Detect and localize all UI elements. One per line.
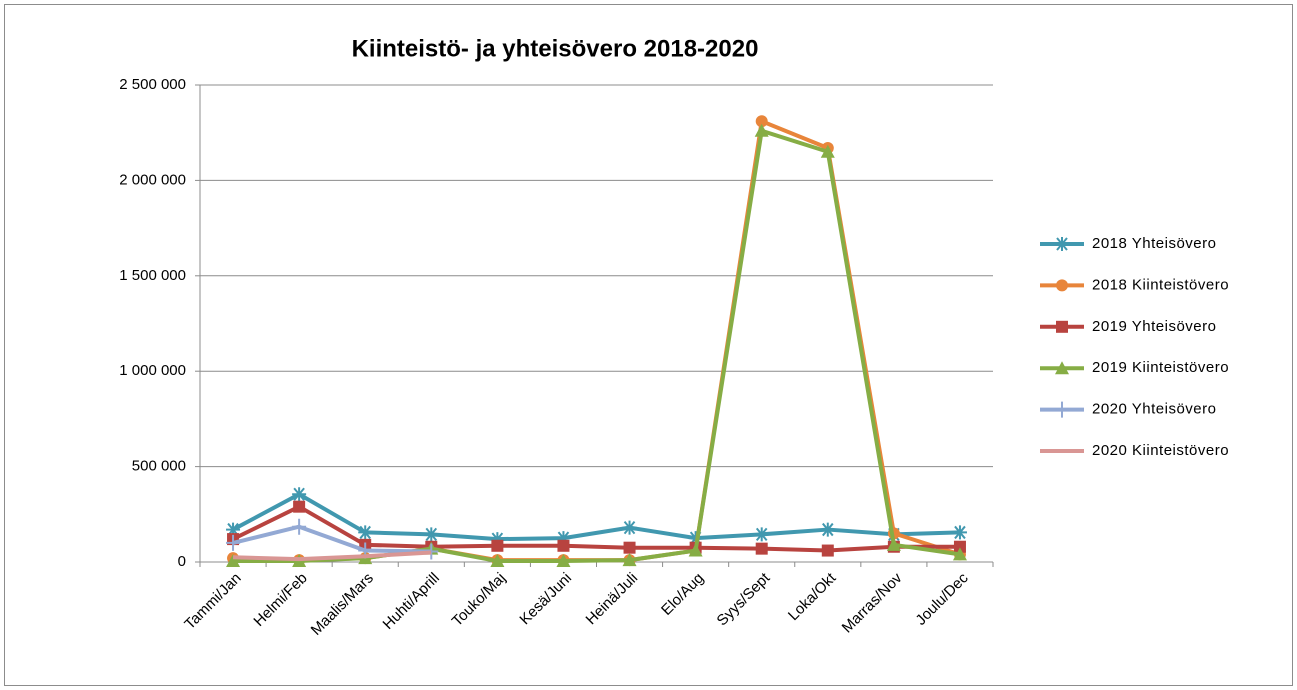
marker — [490, 554, 505, 568]
y-tick-label: 1 000 000 — [119, 362, 186, 379]
marker — [358, 525, 373, 540]
marker — [1055, 361, 1069, 375]
marker — [820, 144, 835, 158]
marker — [557, 539, 570, 552]
marker — [953, 540, 966, 553]
marker — [754, 527, 769, 542]
marker — [952, 547, 967, 561]
y-tick-label: 0 — [178, 553, 186, 570]
y-tick-label: 2 000 000 — [119, 171, 186, 188]
marker — [556, 554, 571, 568]
marker — [424, 527, 439, 542]
series-line — [232, 524, 432, 554]
marker — [1055, 401, 1069, 418]
marker — [821, 544, 834, 557]
marker — [622, 553, 637, 567]
marker — [292, 518, 307, 535]
marker — [886, 537, 901, 551]
marker — [952, 525, 967, 540]
legend-label: 2020 Kiinteistövero — [1092, 442, 1229, 459]
marker — [292, 487, 307, 502]
marker — [226, 522, 241, 537]
marker — [226, 534, 241, 551]
series-line — [232, 492, 961, 542]
marker — [491, 539, 504, 552]
marker — [1055, 237, 1069, 251]
y-tick-label: 2 500 000 — [119, 76, 186, 93]
marker — [1056, 279, 1068, 292]
marker — [755, 542, 768, 555]
marker — [1056, 320, 1068, 333]
marker — [293, 500, 306, 513]
marker — [490, 532, 505, 547]
marker — [755, 115, 768, 128]
chart-border — [4, 4, 1293, 686]
y-tick-label: 1 500 000 — [119, 267, 186, 284]
marker — [688, 543, 703, 557]
legend-label: 2020 Yhteisövero — [1092, 401, 1216, 418]
legend-label: 2019 Yhteisövero — [1092, 318, 1216, 335]
marker — [622, 520, 637, 535]
chart-title: Kiinteistö- ja yhteisövero 2018-2020 — [352, 35, 759, 62]
marker — [754, 123, 769, 137]
legend-label: 2018 Kiinteistövero — [1092, 276, 1229, 293]
marker — [226, 554, 241, 568]
series-line — [232, 550, 432, 562]
legend-label: 2018 Yhteisövero — [1092, 235, 1216, 252]
marker — [556, 531, 571, 546]
y-tick-label: 500 000 — [132, 458, 186, 475]
legend-label: 2019 Kiinteistövero — [1092, 359, 1229, 376]
series-line — [232, 504, 960, 553]
marker — [623, 541, 636, 554]
marker — [820, 522, 835, 537]
